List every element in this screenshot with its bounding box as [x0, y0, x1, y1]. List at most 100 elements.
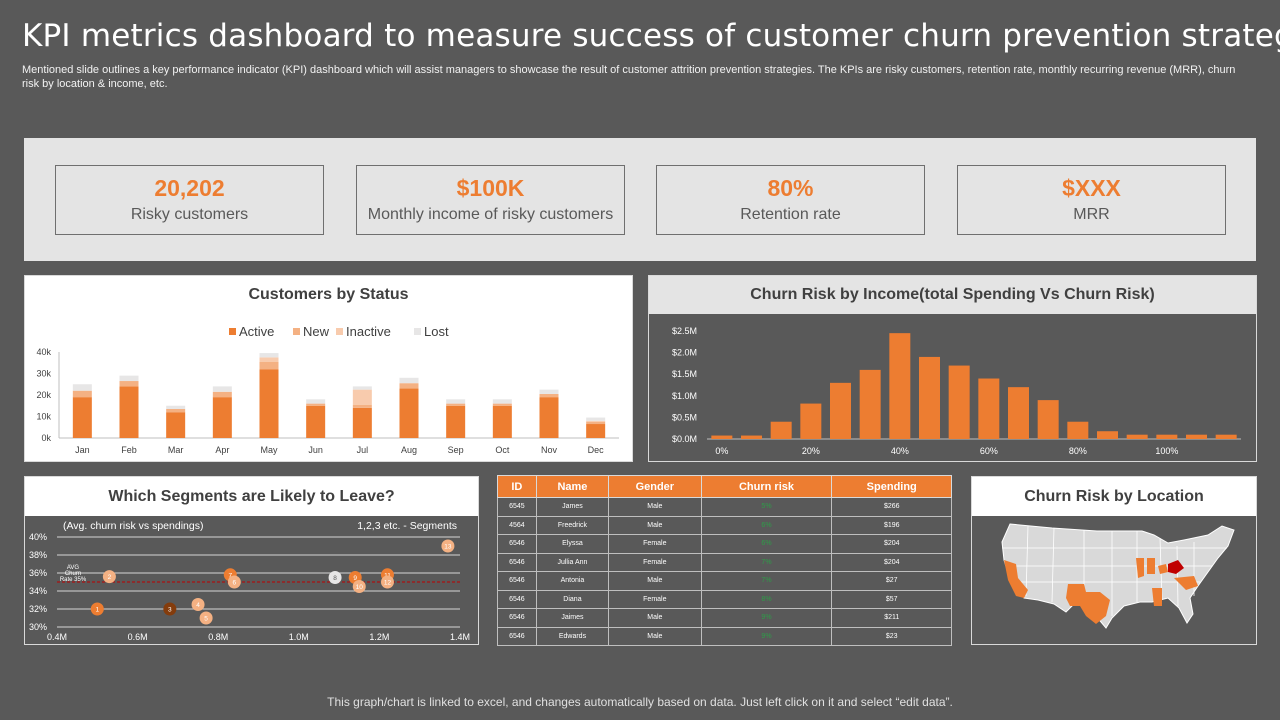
state-indiana[interactable] — [1147, 558, 1155, 574]
kpi-label: MRR — [1073, 206, 1110, 223]
customer-table: ID Name Gender Churn risk Spending 6545 James… — [497, 475, 952, 646]
segment-label-1: 1 — [95, 607, 99, 614]
table-row[interactable]: 6546 Jullia Ann Female 7% $204 — [497, 552, 952, 572]
table-row[interactable]: 6546 Diana Female 8% $57 — [497, 589, 952, 609]
x-tick-label: 20% — [802, 446, 820, 456]
income-bar — [1156, 434, 1178, 439]
segments-chart[interactable]: (Avg. churn risk vs spendings) 1,2,3 etc… — [25, 516, 478, 644]
bar-new-mar — [166, 408, 186, 413]
state-illinois[interactable] — [1136, 558, 1144, 578]
page-title: KPI metrics dashboard to measure success… — [22, 18, 1280, 54]
y-tick-label: 34% — [29, 586, 47, 596]
income-panel-title: Churn Risk by Income(total Spending Vs C… — [649, 276, 1256, 314]
income-bar — [800, 403, 822, 439]
state-alabama[interactable] — [1152, 588, 1162, 606]
us-map[interactable] — [972, 516, 1256, 644]
segment-point-8 — [328, 571, 342, 584]
table-cell: 6546 — [497, 608, 537, 628]
table-row[interactable]: 6546 Jaimes Male 9% $211 — [497, 608, 952, 628]
bar-lost-feb — [119, 375, 139, 382]
table-row[interactable]: 4564 Freedrick Male 6% $196 — [497, 515, 952, 535]
x-tick-label: 0% — [715, 446, 728, 456]
location-panel: Churn Risk by Location — [971, 476, 1257, 645]
table-cell: 6545 — [497, 497, 537, 517]
status-panel: Customers by Status Active New Inactive Los… — [24, 275, 633, 462]
state-texas[interactable] — [1066, 584, 1110, 624]
table-header-cell[interactable]: Name — [535, 475, 610, 498]
x-tick-label: 0.8M — [208, 632, 228, 642]
x-tick-label: Sep — [448, 445, 464, 455]
table-row[interactable]: 6546 Edwards Male 9% $23 — [497, 626, 952, 646]
x-tick-label: 80% — [1069, 446, 1087, 456]
x-tick-label: 40% — [891, 446, 909, 456]
x-tick-label: 60% — [980, 446, 998, 456]
segment-label-4: 4 — [196, 602, 200, 609]
legend-label-inactive: Inactive — [346, 324, 391, 339]
x-tick-label: Oct — [495, 445, 510, 455]
income-bar — [711, 435, 733, 439]
legend-label-new: New — [303, 324, 330, 339]
state-california[interactable] — [1004, 560, 1028, 598]
segment-label-3: 3 — [168, 607, 172, 614]
x-tick-label: May — [260, 445, 278, 455]
x-tick-label: Feb — [121, 445, 137, 455]
y-tick-label: $0.0M — [672, 434, 697, 444]
table-cell: 6546 — [497, 552, 537, 572]
y-tick-label: $1.5M — [672, 369, 697, 379]
segment-point-4 — [191, 598, 205, 611]
table-cell: Antonia — [535, 571, 610, 591]
table-cell: 6546 — [497, 571, 537, 591]
bar-lost-nov — [539, 389, 559, 394]
table-header-cell[interactable]: Gender — [608, 475, 702, 498]
table-cell: 7% — [700, 552, 833, 572]
income-bar — [1097, 431, 1118, 439]
segments-panel-title: Which Segments are Likely to Leave? — [25, 477, 478, 516]
bar-new-nov — [539, 393, 559, 398]
table-cell: 6546 — [497, 534, 537, 554]
table-header-cell[interactable]: Spending — [831, 475, 952, 498]
bar-new-feb — [119, 381, 139, 387]
income-bar — [770, 421, 792, 439]
segment-point-3 — [163, 602, 177, 616]
state-west-virginia[interactable] — [1168, 560, 1184, 574]
table-cell: $57 — [831, 589, 952, 609]
table-cell: 4564 — [497, 515, 537, 535]
table-cell: 5% — [700, 497, 833, 517]
segment-point-13 — [441, 539, 455, 553]
y-tick-label: $2.5M — [672, 326, 697, 336]
y-tick-label: 10k — [36, 412, 51, 422]
status-chart[interactable]: Active New Inactive Lost 0k 10k 20k 30k 40k Jan Fe… — [25, 314, 632, 461]
table-row[interactable]: 6545 James Male 5% $266 — [497, 497, 952, 517]
income-chart[interactable]: $0.0M $0.5M $1.0M $1.5M $2.0M $2.5M 0% 20% 40% 60… — [649, 314, 1256, 461]
bar-new-sep — [446, 403, 466, 406]
x-tick-label: 100% — [1155, 446, 1178, 456]
table-cell: $23 — [831, 626, 952, 646]
income-bar — [1067, 421, 1089, 439]
y-tick-label: 30k — [36, 369, 51, 379]
state-ohio[interactable] — [1158, 564, 1168, 574]
location-panel-title: Churn Risk by Location — [972, 477, 1256, 516]
bar-active-aug — [399, 388, 419, 438]
table-cell: Diana — [535, 589, 610, 609]
kpi-monthly-income: $100K Monthly income of risky customers — [356, 165, 625, 235]
bar-lost-aug — [399, 377, 419, 384]
state-north-carolina[interactable] — [1174, 576, 1198, 590]
table-cell: Female — [608, 552, 702, 572]
legend-label-lost: Lost — [424, 324, 449, 339]
kpi-label: Monthly income of risky customers — [367, 206, 614, 223]
table-header-cell[interactable]: Churn risk — [700, 475, 833, 498]
income-bar — [741, 435, 762, 439]
bar-active-sep — [446, 405, 466, 438]
table-row[interactable]: 6546 Antonia Male 7% $27 — [497, 571, 952, 591]
bar-active-jul — [352, 407, 372, 438]
income-bar — [1215, 434, 1237, 439]
bar-new-oct — [492, 403, 512, 406]
segments-panel: Which Segments are Likely to Leave? (Avg… — [24, 476, 479, 645]
table-cell: Male — [608, 515, 702, 535]
table-cell: Female — [608, 534, 702, 554]
x-tick-label: Jul — [357, 445, 369, 455]
table-row[interactable]: 6546 Elyssa Female 6% $204 — [497, 534, 952, 554]
table-header-cell[interactable]: ID — [497, 475, 537, 498]
segment-label-9: 9 — [353, 575, 357, 582]
y-tick-label: 30% — [29, 622, 47, 632]
